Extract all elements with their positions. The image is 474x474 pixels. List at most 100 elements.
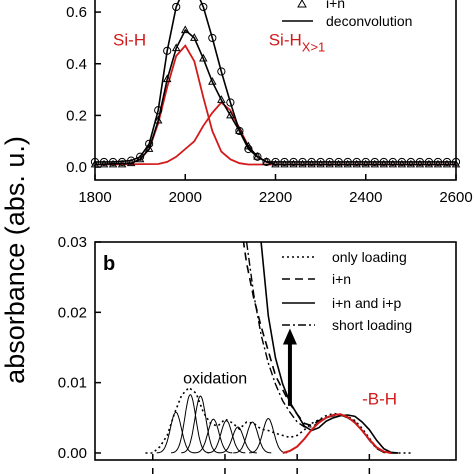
- triangle-marker: [244, 141, 253, 150]
- triangle-marker: [343, 159, 352, 168]
- circle-marker: [280, 157, 289, 167]
- annotation-subscript: X>1: [302, 40, 326, 55]
- y-tick-label-a: 0.6: [66, 4, 87, 21]
- arrow-head: [282, 328, 297, 345]
- circle-marker: [271, 157, 280, 167]
- circle-marker: [289, 157, 298, 167]
- circle-marker: [117, 157, 127, 167]
- circle-marker: [397, 157, 406, 167]
- triangle-marker: [190, 33, 199, 41]
- y-tick-label-b: 0.00: [58, 445, 87, 462]
- component-line-a: [94, 101, 456, 166]
- series-line-b: [145, 386, 413, 454]
- x-tick-label-a: 1800: [78, 189, 111, 206]
- circle-marker: [199, 2, 208, 12]
- circle-marker: [154, 106, 163, 115]
- circle-marker: [108, 157, 118, 167]
- triangle-marker: [99, 159, 109, 168]
- plot-frame-a: [94, 0, 457, 181]
- circle-marker: [145, 139, 154, 148]
- legend-label-a: i+n: [326, 0, 345, 11]
- y-tick-label-b: 0.01: [58, 375, 87, 392]
- triangle-marker: [379, 159, 389, 168]
- circle-marker: [163, 46, 172, 55]
- circle-marker: [217, 67, 226, 76]
- annotation-sih: Si-H: [113, 31, 146, 50]
- component-gaussian-b: [181, 395, 220, 454]
- triangle-marker: [235, 126, 244, 134]
- circle-marker: [316, 157, 325, 167]
- panel-label-b: b: [103, 253, 115, 275]
- component-gaussian-b: [194, 418, 233, 454]
- fit-line-a: [95, 0, 456, 163]
- triangle-marker: [298, 159, 307, 168]
- annotation-sihx: Si-HX>1: [269, 31, 326, 55]
- circle-marker: [379, 157, 388, 167]
- circle-marker: [352, 157, 361, 167]
- series-line-b: [260, 242, 399, 454]
- circle-marker: [370, 157, 379, 167]
- x-tick-label-a: 2200: [259, 189, 292, 206]
- circle-marker: [442, 157, 452, 167]
- triangle-marker: [325, 159, 334, 168]
- triangle-marker: [316, 159, 325, 168]
- triangle-marker: [153, 115, 163, 124]
- circle-marker: [433, 157, 443, 167]
- triangle-marker: [262, 157, 271, 165]
- y-axis-label: absorbance (abs. u.): [0, 136, 30, 384]
- triangle-marker: [280, 159, 289, 168]
- panel-a: 1800 2000 2200 2400 2600 0.0 0.2 0.4 0.6 i+n decon…: [66, 0, 473, 206]
- triangle-marker: [397, 159, 407, 168]
- component-gaussian-b: [249, 417, 288, 454]
- circle-marker: [127, 156, 136, 165]
- panel-b: 0.00 0.01 0.02 0.03 b only loading i+n i+n and …: [58, 234, 457, 474]
- circle-marker: [325, 157, 334, 167]
- triangle-marker: [334, 159, 343, 168]
- triangle-marker: [181, 25, 190, 34]
- triangle-marker: [361, 159, 370, 168]
- triangle-marker: [253, 151, 262, 160]
- plot-frame-b: [94, 241, 457, 461]
- circle-marker: [298, 157, 307, 167]
- x-tick-label-a: 2000: [169, 189, 202, 206]
- y-tick-label-a: 0.0: [66, 159, 87, 176]
- triangle-marker: [415, 159, 425, 168]
- component-gaussian-b: [218, 426, 257, 454]
- triangle-marker: [271, 159, 280, 168]
- circle-marker: [361, 157, 370, 167]
- annotation-bh: -B-H: [362, 389, 397, 408]
- y-tick-label-b: 0.02: [58, 304, 87, 321]
- panel-b-body: [145, 242, 413, 454]
- circle-marker: [388, 157, 397, 167]
- x-tick-label-a: 2400: [349, 189, 382, 206]
- circle-marker: [99, 157, 109, 167]
- triangle-marker: [442, 159, 452, 168]
- legend-label-b: only loading: [332, 249, 407, 265]
- triangle-marker: [433, 159, 443, 168]
- bh-fit-line: [282, 413, 392, 454]
- component-gaussian-b: [156, 411, 195, 454]
- y-tick-label-b: 0.03: [58, 234, 87, 251]
- triangle-marker: [217, 95, 226, 103]
- triangle-marker: [406, 159, 416, 168]
- triangle-marker: [117, 159, 127, 168]
- legend-label-b: short loading: [332, 317, 412, 333]
- triangle-marker: [135, 154, 145, 163]
- circle-marker: [208, 33, 217, 43]
- triangle-marker: [126, 158, 136, 167]
- triangle-marker: [424, 159, 434, 168]
- legend-label-b: i+n: [332, 271, 351, 287]
- triangle-marker: [307, 159, 316, 168]
- x-tick-label-a: 2600: [439, 189, 472, 206]
- legend-label-a: deconvolution: [326, 13, 412, 29]
- legend-label-b: i+n and i+p: [332, 295, 401, 311]
- circle-marker: [136, 152, 145, 161]
- triangle-marker: [108, 159, 118, 168]
- triangle-marker: [388, 159, 398, 168]
- triangle-marker: [226, 110, 235, 119]
- triangle-marker: [162, 74, 172, 83]
- circle-marker: [334, 157, 343, 167]
- circle-marker: [415, 157, 424, 167]
- legend-swatch-triangle: [297, 0, 307, 8]
